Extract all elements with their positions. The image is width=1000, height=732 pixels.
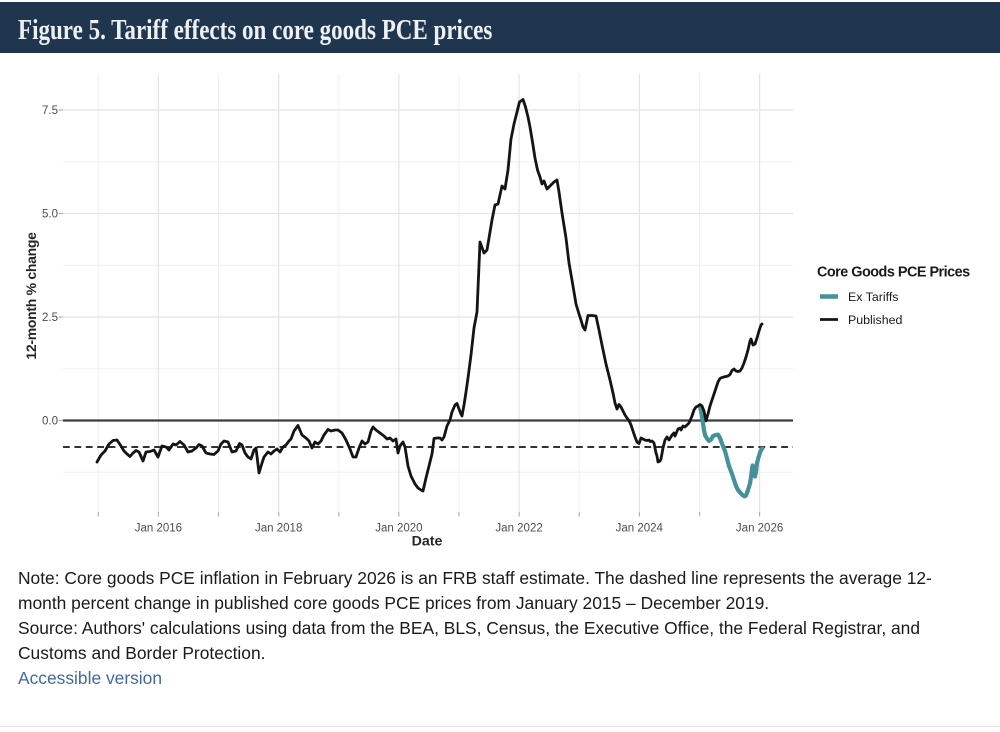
svg-text:Jan 2020: Jan 2020: [375, 523, 422, 535]
svg-text:Ex Tariffs: Ex Tariffs: [848, 290, 899, 304]
svg-text:Jan 2016: Jan 2016: [135, 523, 182, 535]
svg-text:Jan 2024: Jan 2024: [616, 523, 664, 535]
svg-text:Jan 2022: Jan 2022: [495, 523, 542, 535]
svg-text:Core Goods PCE Prices: Core Goods PCE Prices: [817, 265, 970, 281]
svg-text:Jan 2018: Jan 2018: [255, 523, 302, 535]
svg-text:2.5: 2.5: [42, 312, 58, 324]
svg-text:7.5: 7.5: [42, 105, 58, 117]
svg-text:5.0: 5.0: [42, 209, 58, 221]
svg-text:0.0: 0.0: [42, 416, 58, 428]
svg-text:Date: Date: [412, 534, 443, 550]
svg-text:Published: Published: [848, 313, 903, 327]
svg-text:Jan 2026: Jan 2026: [736, 523, 783, 535]
svg-text:12-month % change: 12-month % change: [23, 232, 39, 360]
